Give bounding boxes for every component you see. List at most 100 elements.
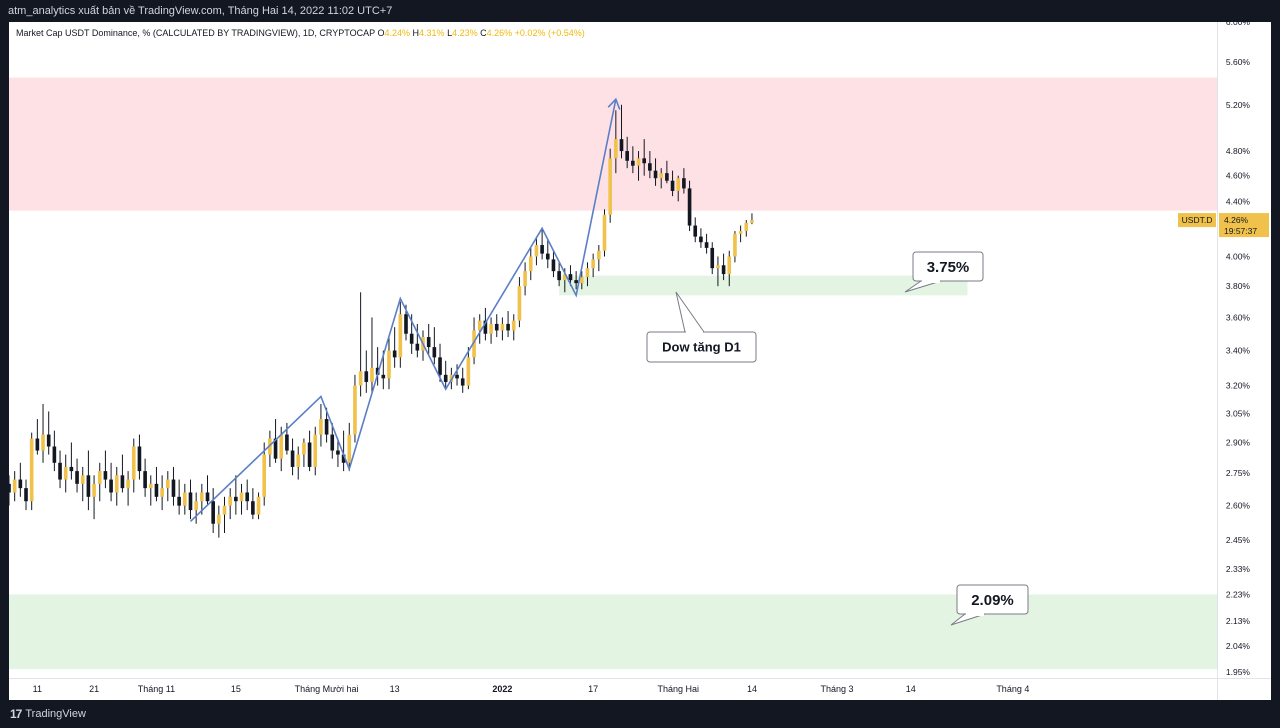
- candle-down: [568, 274, 573, 281]
- candle-down: [483, 320, 488, 334]
- legend-close: 4.26%: [486, 28, 513, 38]
- time-scale[interactable]: [9, 678, 1217, 700]
- y-tick-label: 2.23%: [1226, 589, 1251, 599]
- candle-up: [562, 274, 567, 281]
- price-scale[interactable]: [1217, 22, 1271, 678]
- scale-corner: [1217, 678, 1271, 700]
- callout-375-box: [912, 251, 984, 282]
- callout-209-pointer-mask: [966, 613, 984, 616]
- legend-change: +0.02% (+0.54%): [514, 28, 585, 38]
- candle-up: [160, 488, 164, 497]
- candle-up: [268, 438, 272, 455]
- y-tick-label: 2.45%: [1226, 535, 1251, 545]
- candle-down: [699, 236, 703, 243]
- candle-down: [693, 225, 698, 237]
- candle-up: [114, 475, 119, 493]
- y-tick-label: 4.60%: [1226, 171, 1251, 181]
- candle-up: [228, 496, 232, 506]
- footer-bar: [0, 700, 1280, 728]
- candle-down: [251, 501, 255, 515]
- candle-down: [7, 483, 11, 493]
- x-tick-label: 15: [231, 684, 241, 694]
- candle-down: [460, 378, 465, 386]
- x-tick-label: Tháng 3: [821, 684, 854, 694]
- x-tick-label: 17: [588, 684, 598, 694]
- tradingview-brand[interactable]: 17 TradingView: [10, 707, 86, 721]
- candle-up: [200, 492, 204, 502]
- tradingview-logo-icon: 17: [10, 707, 22, 721]
- candle-down: [273, 438, 278, 459]
- price-badge-countdown: 19:57:37: [1224, 226, 1257, 236]
- candle-down: [75, 471, 79, 484]
- candle-down: [721, 265, 726, 275]
- callout-375-pointer: [904, 280, 942, 293]
- candle-up: [523, 271, 527, 287]
- candle-down: [415, 343, 420, 351]
- legend-close-label: C: [480, 28, 487, 38]
- candle-down: [704, 242, 709, 248]
- candle-up: [182, 492, 187, 506]
- candle-down: [409, 333, 414, 344]
- callout-209-pointer: [950, 613, 986, 626]
- candle-up: [41, 434, 45, 451]
- candle-up: [353, 385, 357, 435]
- x-tick-label: Tháng 11: [138, 684, 175, 694]
- candle-down: [574, 280, 578, 284]
- candle-up: [92, 483, 96, 497]
- candle-up: [750, 220, 754, 223]
- candle-up: [528, 256, 533, 272]
- candle-down: [86, 475, 91, 497]
- price-badge-value: 4.26%: [1224, 215, 1249, 225]
- candle-down: [381, 374, 386, 379]
- symbol-badge-label: USDT.D: [1182, 215, 1213, 225]
- y-tick-label: 2.75%: [1226, 468, 1251, 478]
- candle-up: [194, 501, 198, 511]
- candle-up: [511, 320, 516, 331]
- candle-down: [506, 323, 510, 331]
- candle-down: [35, 438, 40, 451]
- candle-down: [109, 479, 113, 493]
- candle-down: [392, 350, 397, 358]
- candle-down: [52, 446, 57, 463]
- legend-high-label: H: [412, 28, 420, 38]
- y-tick-label: 3.20%: [1226, 381, 1251, 391]
- candle-up: [239, 492, 244, 502]
- candle-down: [211, 501, 215, 524]
- candle-up: [97, 471, 102, 484]
- candle-down: [653, 170, 658, 179]
- candle-up: [608, 158, 612, 215]
- candle-up: [279, 434, 284, 459]
- x-tick-label: 13: [390, 684, 400, 694]
- candle-down: [18, 479, 23, 489]
- candle-up: [597, 250, 601, 260]
- legend-low-label: L: [447, 28, 453, 38]
- callout-dow-pointer-mask: [686, 331, 703, 334]
- candle-down: [58, 462, 62, 480]
- candle-up: [472, 330, 476, 358]
- y-tick-label: 3.80%: [1226, 281, 1251, 291]
- candle-up: [63, 466, 68, 480]
- candle-down: [290, 450, 295, 467]
- candle-up: [500, 323, 505, 331]
- candle-down: [642, 158, 647, 164]
- candle-up: [126, 479, 130, 489]
- candle-up: [148, 483, 153, 489]
- candle-down: [324, 419, 329, 435]
- candle-down: [177, 496, 181, 506]
- candle-up: [517, 286, 522, 321]
- candle-up: [313, 434, 318, 467]
- candle-down: [285, 434, 289, 451]
- candle-down: [551, 259, 556, 272]
- demand-zone-2: [9, 594, 1217, 670]
- candle-down: [631, 160, 635, 166]
- candle-down: [670, 180, 675, 191]
- callout-dow-label: Dow tăng D1: [662, 340, 741, 355]
- candle-up: [614, 139, 618, 159]
- candle-down: [404, 314, 408, 334]
- wave-line: [189, 99, 617, 523]
- candle-up: [131, 446, 136, 480]
- y-tick-label: 4.40%: [1226, 196, 1251, 206]
- candle-down: [188, 492, 193, 511]
- y-tick-label: 5.60%: [1226, 57, 1251, 67]
